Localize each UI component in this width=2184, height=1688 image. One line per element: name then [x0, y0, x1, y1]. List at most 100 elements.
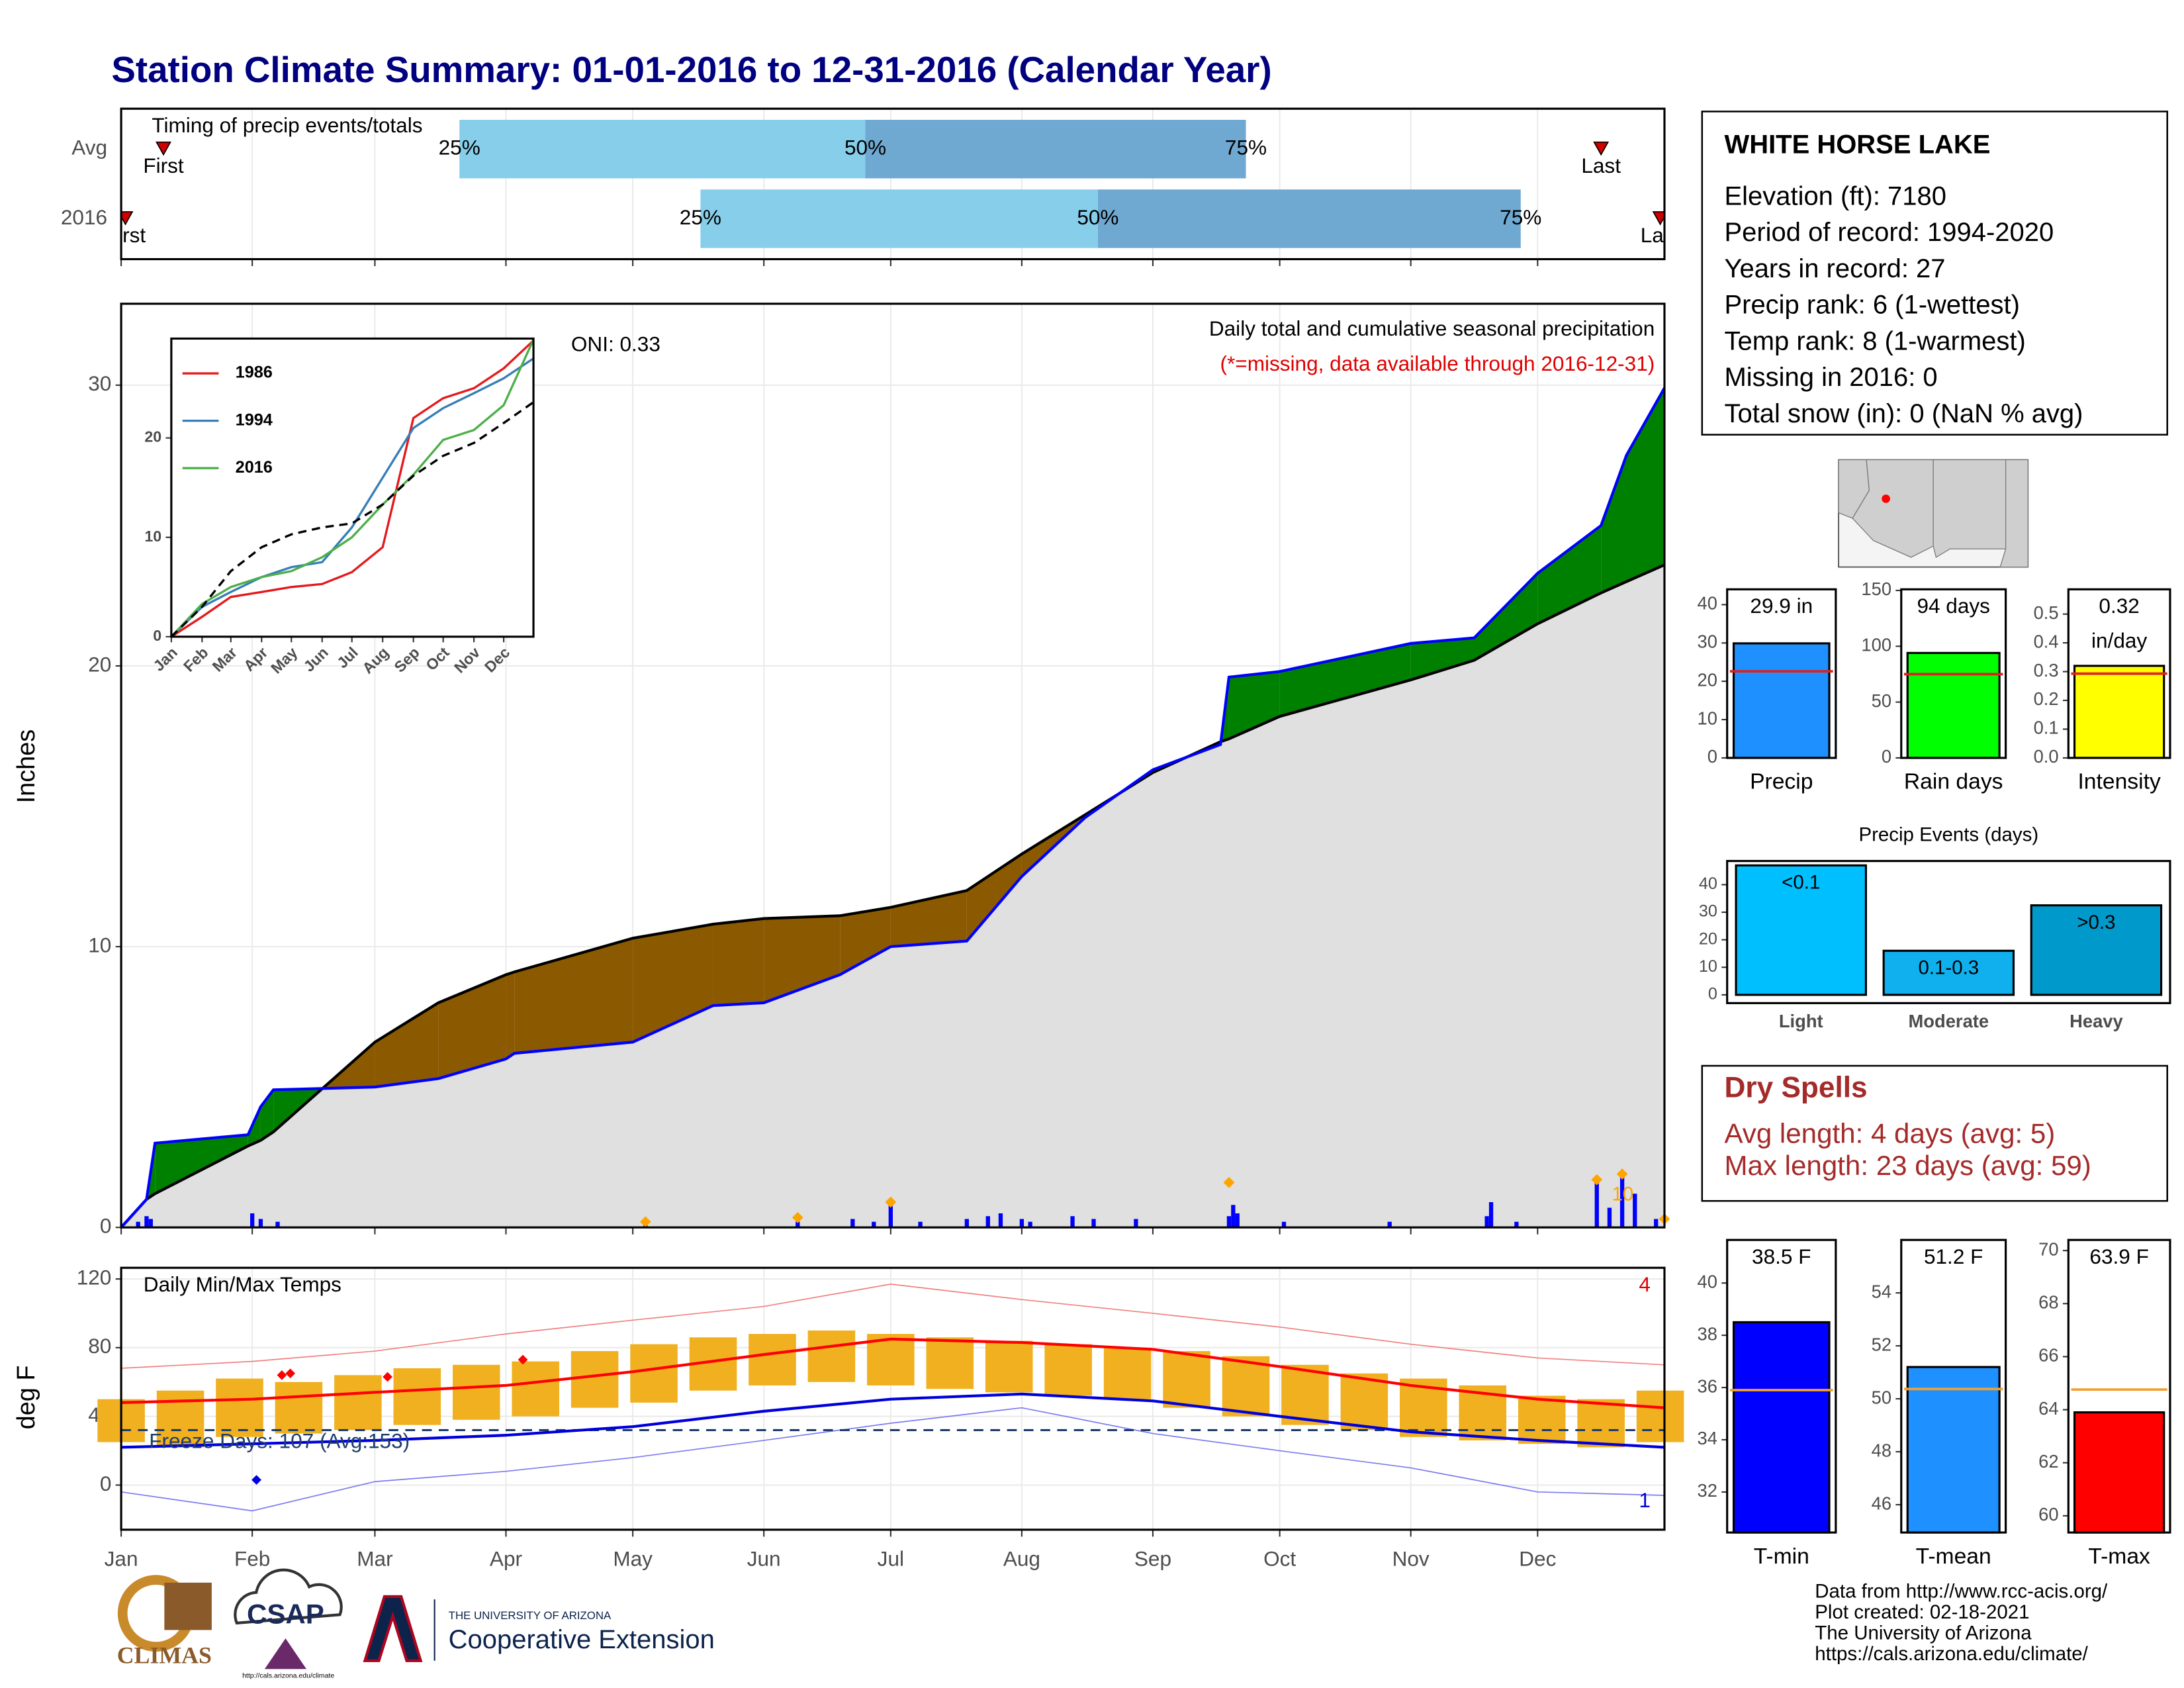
category-label: Moderate	[1909, 1011, 1989, 1031]
info-line: Precip rank: 6 (1-wettest)	[1724, 291, 2019, 320]
series-line	[170, 339, 535, 637]
plot-border	[170, 337, 535, 638]
y-tick-label: 0	[153, 627, 161, 644]
anomaly-fill	[438, 974, 506, 1079]
daily-temp-bar	[1103, 1347, 1152, 1399]
plot-border	[1726, 1239, 1837, 1534]
daily-precip-bar	[872, 1221, 876, 1228]
value-label: 63.9 F	[2089, 1244, 2148, 1268]
chart-title: Precip Events (days)	[1858, 824, 2038, 846]
category-label: T-min	[1754, 1544, 1809, 1569]
value-label: 94 days	[1917, 594, 1990, 618]
daily-precip-bar	[258, 1219, 263, 1228]
y-tick-label: 10	[1699, 957, 1717, 976]
timing-label: Last	[1581, 154, 1621, 177]
record-marker	[285, 1368, 296, 1379]
record-marker	[383, 1372, 392, 1382]
y-tick-label: 80	[88, 1334, 111, 1358]
y-tick-label: 0.1	[2034, 718, 2059, 738]
category-label: T-max	[2088, 1544, 2150, 1569]
y-tick-label: 10	[88, 933, 111, 957]
plot-border	[2067, 588, 2171, 759]
bar	[1732, 1321, 1831, 1534]
daily-temp-bar	[1044, 1344, 1092, 1396]
timing-label: First	[143, 154, 184, 177]
csap-url: http://cals.arizona.edu/climate	[242, 1672, 334, 1680]
csap-label: CSAP	[247, 1598, 324, 1629]
locator-map	[1838, 459, 2029, 568]
daily-precip-bar	[918, 1221, 923, 1228]
value-label: 0.32	[2099, 594, 2139, 618]
info-line: Period of record: 1994-2020	[1724, 218, 2054, 247]
daily-precip-bar	[1633, 1194, 1637, 1228]
cumulative-line	[120, 387, 1666, 1229]
anomaly-fill	[1279, 643, 1411, 717]
anomaly-fill	[1626, 388, 1664, 582]
freeze-label: Freeze Days: 107 (Avg:153)	[149, 1429, 410, 1453]
daily-precip-bar	[1134, 1219, 1138, 1228]
category-label: Intensity	[2077, 770, 2161, 794]
bar	[1882, 949, 2015, 996]
x-tick-label: Jun	[747, 1547, 781, 1571]
record-max-line	[121, 1284, 1665, 1369]
chart-subtitle: Daily total and cumulative seasonal prec…	[1209, 316, 1655, 340]
record-min-line	[120, 1407, 1665, 1512]
bar	[2073, 1411, 2165, 1534]
quartile-bar	[700, 189, 1098, 248]
plot-border	[120, 303, 1666, 1229]
quartile-label: 50%	[1077, 205, 1118, 229]
y-tick-label: 10	[144, 528, 161, 545]
bar	[2030, 904, 2163, 996]
y-tick-label: 20	[1698, 669, 1717, 690]
daily-precip-bar	[1619, 1174, 1625, 1228]
quartile-label: 75%	[1225, 136, 1267, 160]
dry-spells-title: Dry Spells	[1724, 1072, 1867, 1104]
daily-precip-bar	[1514, 1221, 1519, 1228]
timing-marker	[156, 141, 171, 156]
category-label: Precip	[1750, 770, 1813, 794]
daily-temp-bar	[749, 1334, 796, 1385]
anomaly-fill	[155, 1135, 248, 1194]
y-tick-label: 100	[1861, 635, 1891, 655]
ua-logo	[363, 1595, 423, 1662]
footer-line: Data from http://www.rcc-acis.org/	[1815, 1580, 2108, 1602]
plot-border	[2067, 1239, 2171, 1534]
daily-precip-bar	[1019, 1219, 1024, 1228]
page-title: Station Climate Summary: 01-01-2016 to 1…	[111, 49, 1271, 90]
y-axis-label: deg F	[13, 1366, 40, 1430]
station-dot	[1882, 494, 1890, 503]
record-marker	[518, 1354, 528, 1365]
plot-border	[1726, 860, 2171, 1004]
y-tick-label: 20	[144, 428, 161, 445]
timing-label: First	[105, 223, 146, 247]
info-line: Years in record: 27	[1724, 254, 1945, 283]
daily-precip-bar	[144, 1216, 149, 1228]
dry-spells-line: Max length: 23 days (avg: 59)	[1724, 1150, 2091, 1181]
logos: CLIMAS CSAP http://cals.arizona.edu/clim…	[117, 1568, 715, 1680]
record-marker	[277, 1370, 287, 1380]
y-tick-label: 48	[1872, 1440, 1891, 1460]
daily-temp-bar	[570, 1351, 619, 1408]
anomaly-fill	[375, 1002, 439, 1088]
y-tick-label: 34	[1698, 1428, 1717, 1448]
marker-note: 10	[1612, 1184, 1633, 1205]
value-label: 38.5 F	[1752, 1244, 1811, 1268]
quartile-bar	[1097, 189, 1521, 248]
cumulative-line	[120, 563, 1665, 1229]
y-tick-label: 50	[1872, 1387, 1891, 1407]
plot-border	[1726, 588, 1837, 759]
footer-line: The University of Arizona	[1815, 1622, 2032, 1644]
daily-temp-bar	[1577, 1399, 1625, 1448]
precip-marker	[792, 1211, 803, 1223]
x-tick-label: Nov	[1392, 1547, 1430, 1571]
normal-min-line	[121, 1392, 1665, 1449]
x-tick-label: Feb	[234, 1547, 270, 1571]
y-tick-label: 0.2	[2034, 688, 2059, 709]
daily-precip-bar	[1231, 1205, 1236, 1228]
bar	[1906, 1366, 2001, 1534]
daily-temp-bar	[1163, 1351, 1210, 1408]
daily-precip-bar	[1091, 1219, 1096, 1228]
daily-precip-bar	[1281, 1221, 1287, 1228]
anomaly-fill	[1474, 573, 1538, 661]
